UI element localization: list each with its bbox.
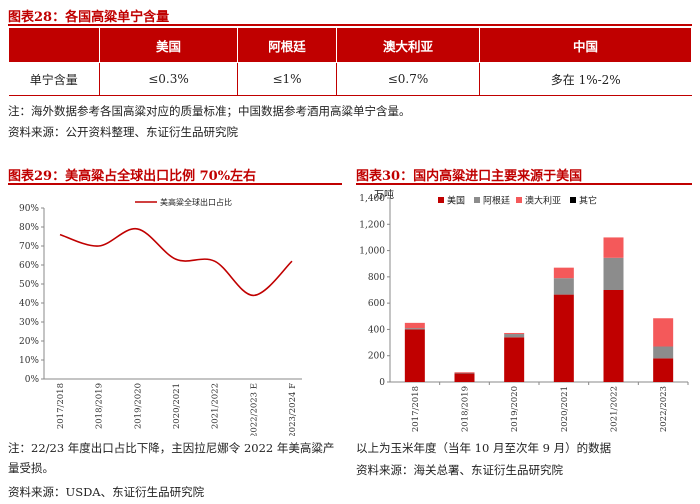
bar-chart-axes [387,197,689,385]
bar-segment [454,372,475,373]
legend-swatch [516,197,522,203]
right-title-rule [356,183,692,185]
header-cell-china: 中国 [479,27,692,63]
y-tick-label: 0% [25,375,40,385]
bar-segment [404,328,425,330]
x-tick-label: 2019/2020 [510,386,520,432]
legend-label: 澳大利亚 [525,195,561,207]
line-chart-legend: 美高粱全球出口占比 [135,197,232,207]
bar-chart-bars [404,237,674,382]
bar-segment [553,294,574,382]
y-tick-label: 200 [368,352,385,362]
table-source: 资料来源：公开资料整理、东证衍生品研究院 [8,125,238,139]
y-tick-label: 1,000 [359,247,385,257]
x-tick-label: 2017/2018 [56,383,66,429]
right-note: 以上为玉米年度（当年 10 月至次年 9 月）的数据 [356,441,612,455]
y-tick-label: 70% [19,242,39,252]
cell-china: 多在 1%-2% [479,62,692,96]
line-chart-x-tick-labels: 2017/2018 2018/2019 2019/2020 2020/2021 2021… [56,383,298,436]
header-cell-australia: 澳大利亚 [336,27,480,63]
y-tick-label: 1,400 [359,194,385,204]
x-tick-label: 2022/2023 E [249,383,259,436]
line-chart: 0%10%20%30%40%50%60%70%80%90% 2017/2018 2… [19,197,302,436]
legend-swatch [474,197,480,203]
left-title-rule [8,183,342,185]
bar-segment [454,373,475,382]
y-tick-label: 20% [19,337,39,347]
bar-segment [553,267,574,279]
title-rule [8,24,692,26]
y-tick-label: 30% [19,318,39,328]
bar-segment [653,346,674,359]
x-tick-label: 2020/2021 [560,386,570,432]
bar-segment [504,337,525,382]
bar-segment [603,290,624,382]
line-series-us-export-share [59,228,293,297]
left-note-line1: 注：22/23 年度出口占比下降，主因拉尼娜令 2022 年美高粱产 [8,441,335,455]
left-source: 资料来源：USDA、东证衍生品研究院 [8,485,205,499]
legend-swatch [570,197,576,203]
x-tick-label: 2021/2022 [610,386,620,432]
bar-segment [504,332,525,335]
y-tick-label: 1,200 [359,220,385,230]
bar-segment [603,237,624,258]
table-note: 注：海外数据参考各国高粱对应的质量标准；中国数据参考酒用高粱单宁含量。 [8,104,411,118]
right-source: 资料来源：海关总署、东证衍生品研究院 [356,463,563,477]
bar-chart-unit-label: 万吨 [374,188,394,201]
bar-segment [553,278,574,295]
bar-segment [603,257,624,290]
x-tick-label: 2018/2019 [461,386,471,432]
x-tick-label: 2020/2021 [172,383,182,429]
bar-segment [504,334,525,338]
header-cell-argentina: 阿根廷 [237,27,337,63]
x-tick-label: 2017/2018 [411,386,421,432]
x-tick-label: 2021/2022 [211,383,221,429]
bar-chart-legend: 美国 阿根廷 澳大利亚 其它 [438,195,597,207]
legend-label: 其它 [579,195,597,207]
bar-segment [653,318,674,347]
tannin-table: 美国 阿根廷 澳大利亚 中国 单宁含量 ≤0.3% ≤1% ≤0.7% 多在 1… [8,27,692,96]
y-tick-label: 50% [19,280,39,290]
header-cell-usa: 美国 [99,27,238,63]
cell-australia: ≤0.7% [336,62,480,96]
x-tick-label: 2023/2024 F [288,383,298,436]
y-tick-label: 0 [379,378,385,388]
legend-swatch [438,197,444,203]
legend-label: 美高粱全球出口占比 [160,197,232,207]
line-chart-y-tick-labels: 0% 10% 20% 30% 40% 50% 60% 70% 80% 90% [19,204,39,385]
y-tick-label: 60% [19,261,39,271]
y-tick-label: 800 [368,273,385,283]
bar-segment [653,358,674,382]
table-row: 单宁含量 ≤0.3% ≤1% ≤0.7% 多在 1%-2% [8,62,692,96]
table-header-row: 美国 阿根廷 澳大利亚 中国 [8,27,692,63]
left-note-line2: 量受损。 [8,461,54,475]
table-title: 图表28：各国高粱单宁含量 [8,10,170,25]
y-tick-label: 80% [19,223,39,233]
x-tick-label: 2019/2020 [133,383,143,429]
legend-label: 阿根廷 [483,195,510,207]
bar-chart-x-tick-labels: 2017/2018 2018/2019 2019/2020 2020/2021 2021… [411,386,669,432]
cell-argentina: ≤1% [237,62,337,96]
left-chart-title: 图表29：美高粱占全球出口比例 70%左右 [8,169,257,184]
bar-segment [454,372,475,374]
x-tick-label: 2022/2023 [659,386,669,432]
row-label: 单宁含量 [8,62,100,96]
x-tick-label: 2018/2019 [95,383,105,429]
line-chart-axes [41,207,302,380]
header-cell-empty [8,27,100,63]
bar-segment [404,329,425,382]
right-chart-title: 图表30：国内高粱进口主要来源于美国 [356,169,583,184]
bar-chart-y-tick-labels: 0 200 400 600 800 1,000 1,200 1,400 [359,194,385,388]
y-tick-label: 400 [368,325,385,335]
y-tick-label: 10% [19,356,39,366]
y-tick-label: 90% [19,204,39,214]
legend-label: 美国 [447,195,465,207]
cell-usa: ≤0.3% [99,62,238,96]
y-tick-label: 40% [19,299,39,309]
y-tick-label: 600 [368,299,385,309]
bar-segment [404,322,425,329]
